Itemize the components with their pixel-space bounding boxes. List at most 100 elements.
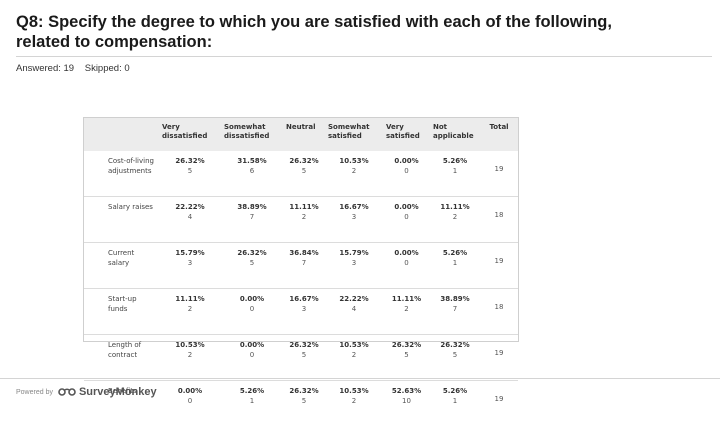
cell-percentage: 16.67% xyxy=(286,294,322,304)
cell-count: 4 xyxy=(328,304,380,314)
cell-count: 6 xyxy=(224,166,280,176)
cell-count: 2 xyxy=(328,166,380,176)
cell-count: 3 xyxy=(162,258,218,268)
question-title: Q8: Specify the degree to which you are … xyxy=(16,12,636,52)
header-neutral: Neutral xyxy=(283,118,325,151)
cell-percentage: 11.11% xyxy=(433,202,477,212)
row-label: Cost-of-living adjustments xyxy=(84,151,159,197)
header-very-dissatisfied: Very dissatisfied xyxy=(159,118,221,151)
footer-divider xyxy=(0,378,720,379)
cell-count: 2 xyxy=(386,304,427,314)
cell-percentage: 11.11% xyxy=(286,202,322,212)
cell-count: 7 xyxy=(433,304,477,314)
response-cell: 11.11%2 xyxy=(383,289,430,335)
results-table: Very dissatisfied Somewhat dissatisfied … xyxy=(84,118,518,426)
response-cell: 0.00%0 xyxy=(221,335,283,381)
response-cell: 10.53%2 xyxy=(325,151,383,197)
title-divider xyxy=(16,56,712,57)
cell-percentage: 0.00% xyxy=(386,202,427,212)
cell-percentage: 52.63% xyxy=(386,386,427,396)
response-cell: 26.32%5 xyxy=(159,151,221,197)
cell-percentage: 10.53% xyxy=(328,386,380,396)
row-total: 19 xyxy=(480,381,518,426)
cell-percentage: 0.00% xyxy=(224,294,280,304)
response-cell: 0.00%0 xyxy=(221,289,283,335)
response-cell: 26.32%5 xyxy=(383,335,430,381)
row-total: 19 xyxy=(480,151,518,197)
cell-count: 3 xyxy=(328,212,380,222)
cell-count: 1 xyxy=(433,258,477,268)
cell-count: 0 xyxy=(224,304,280,314)
response-cell: 26.32%5 xyxy=(283,151,325,197)
cell-count: 1 xyxy=(433,166,477,176)
response-cell: 0.00%0 xyxy=(383,243,430,289)
cell-percentage: 5.26% xyxy=(433,386,477,396)
response-cell: 5.26%1 xyxy=(430,151,480,197)
cell-count: 0 xyxy=(386,258,427,268)
table-header-row: Very dissatisfied Somewhat dissatisfied … xyxy=(84,118,518,151)
response-cell: 26.32%5 xyxy=(430,335,480,381)
cell-count: 0 xyxy=(386,166,427,176)
cell-percentage: 5.26% xyxy=(224,386,280,396)
cell-count: 7 xyxy=(286,258,322,268)
cell-percentage: 26.32% xyxy=(224,248,280,258)
cell-percentage: 10.53% xyxy=(328,156,380,166)
results-table-container: Very dissatisfied Somewhat dissatisfied … xyxy=(83,117,519,342)
cell-percentage: 0.00% xyxy=(224,340,280,350)
header-blank xyxy=(84,118,159,151)
response-cell: 10.53%2 xyxy=(325,381,383,426)
surveymonkey-logo[interactable]: SurveyMonkey xyxy=(58,386,157,398)
response-cell: 5.26%1 xyxy=(430,243,480,289)
skipped-count: Skipped: 0 xyxy=(85,63,130,74)
powered-by-text: Powered by xyxy=(16,389,53,396)
response-cell: 15.79%3 xyxy=(325,243,383,289)
response-cell: 31.58%6 xyxy=(221,151,283,197)
row-label: Start-up funds xyxy=(84,289,159,335)
response-cell: 15.79%3 xyxy=(159,243,221,289)
response-cell: 16.67%3 xyxy=(283,289,325,335)
cell-count: 2 xyxy=(286,212,322,222)
response-cell: 26.32%5 xyxy=(283,381,325,426)
header-total: Total xyxy=(480,118,518,151)
cell-percentage: 11.11% xyxy=(162,294,218,304)
cell-count: 4 xyxy=(162,212,218,222)
cell-percentage: 5.26% xyxy=(433,156,477,166)
cell-percentage: 15.79% xyxy=(328,248,380,258)
response-cell: 11.11%2 xyxy=(159,289,221,335)
response-cell: 22.22%4 xyxy=(159,197,221,243)
cell-percentage: 26.32% xyxy=(286,386,322,396)
response-cell: 26.32%5 xyxy=(221,243,283,289)
cell-percentage: 26.32% xyxy=(286,156,322,166)
cell-percentage: 26.32% xyxy=(386,340,427,350)
response-cell: 0.00%0 xyxy=(159,381,221,426)
cell-percentage: 0.00% xyxy=(386,156,427,166)
cell-percentage: 16.67% xyxy=(328,202,380,212)
row-label: Current salary xyxy=(84,243,159,289)
row-label: Length of contract xyxy=(84,335,159,381)
row-total: 18 xyxy=(480,289,518,335)
cell-count: 2 xyxy=(328,350,380,360)
response-cell: 10.53%2 xyxy=(159,335,221,381)
cell-percentage: 5.26% xyxy=(433,248,477,258)
row-total: 19 xyxy=(480,335,518,381)
response-cell: 0.00%0 xyxy=(383,151,430,197)
cell-count: 7 xyxy=(224,212,280,222)
cell-count: 5 xyxy=(286,350,322,360)
row-total: 18 xyxy=(480,197,518,243)
surveymonkey-logo-icon xyxy=(58,386,76,398)
cell-percentage: 10.53% xyxy=(162,340,218,350)
response-cell: 38.89%7 xyxy=(221,197,283,243)
cell-count: 5 xyxy=(162,166,218,176)
response-cell: 0.00%0 xyxy=(383,197,430,243)
header-very-satisfied: Very satisfied xyxy=(383,118,430,151)
cell-percentage: 0.00% xyxy=(386,248,427,258)
cell-count: 5 xyxy=(386,350,427,360)
cell-percentage: 10.53% xyxy=(328,340,380,350)
response-cell: 26.32%5 xyxy=(283,335,325,381)
header-somewhat-satisfied: Somewhat satisfied xyxy=(325,118,383,151)
response-cell: 22.22%4 xyxy=(325,289,383,335)
